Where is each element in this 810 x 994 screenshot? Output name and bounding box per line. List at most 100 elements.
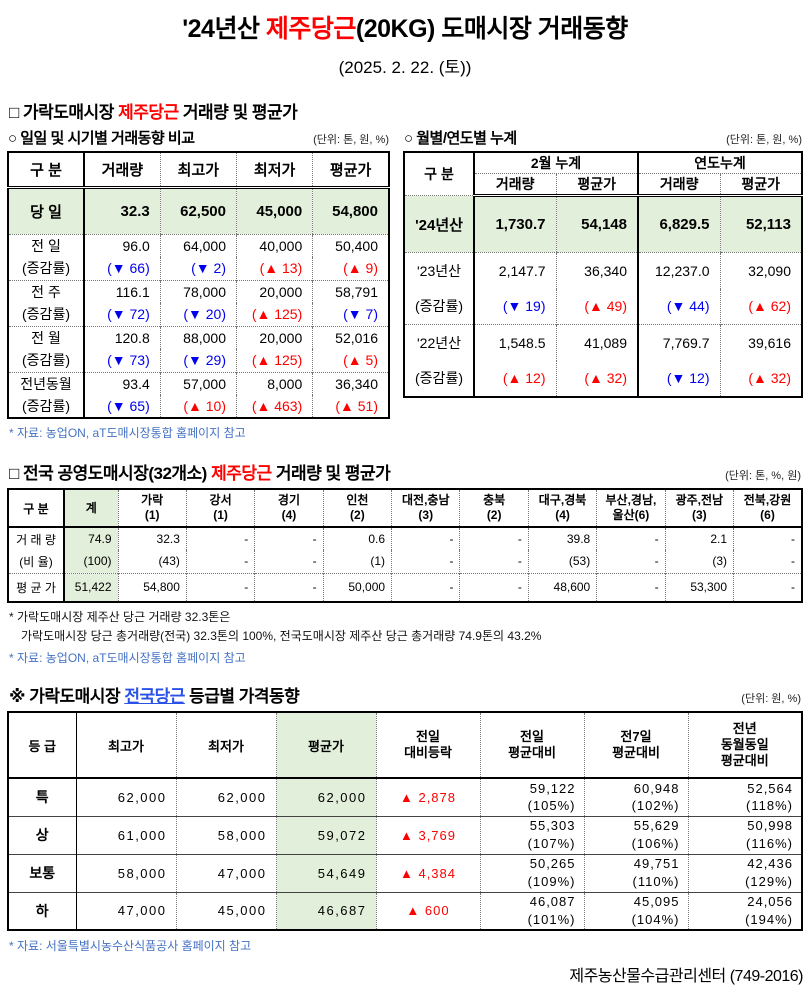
value-cell: 74.9 (63, 527, 118, 550)
row-sublabel: (증감률) (8, 395, 85, 418)
change-cell: (▼ 2) (159, 257, 237, 280)
grade-row-normal: 보통 58,000 47,000 54,649 ▲ 4,384 50,265 (1… (8, 853, 802, 892)
col-group-year-cumulative: 연도누계 (637, 152, 802, 174)
value-cell: - (185, 550, 255, 573)
value-cell: (53) (527, 550, 597, 573)
prev-month-row: 전 월 120.8 88,000 20,000 52,016 (8, 325, 389, 349)
change-cell: (▼ 72) (83, 303, 161, 326)
change-cell: (▲ 13) (235, 257, 313, 280)
row-label: 당 일 (8, 187, 85, 235)
value-cell: 88,000 (159, 325, 237, 349)
section2-heading-pre: □ 전국 공영도매시장(32개소) (9, 464, 212, 483)
value-cell: - (733, 527, 802, 550)
title-highlight: 제주당근 (265, 15, 357, 43)
col-header-prev-year-avg: 전년 동월동일 평균대비 (687, 712, 802, 779)
value-cell: 39,616 (719, 324, 802, 361)
value-cell: 62,500 (159, 187, 237, 235)
pair-value: 50,265 (529, 856, 576, 872)
value-cell: 40,000 (235, 233, 313, 257)
crop-year-22-row: '22년산 1,548.5 41,089 7,769.7 39,616 (404, 324, 802, 361)
grade-row-high: 상 61,000 58,000 59,072 ▲ 3,769 55,303 (10… (8, 815, 802, 854)
value-cell: - (733, 550, 802, 573)
prev-year-avg-cell: 42,436 (129%) (687, 853, 802, 892)
pair-percent: (106%) (631, 836, 680, 851)
section3-heading-link[interactable]: 전국당근 (124, 687, 185, 706)
change-cell: (▲ 12) (473, 360, 556, 397)
change-cell: (▼ 65) (83, 395, 161, 418)
value-cell: 20,000 (235, 279, 313, 303)
value-cell: - (185, 527, 255, 550)
daily-trend-table: 구 분 거래량 최고가 최저가 평균가 당 일 32.3 62,500 45,0… (7, 151, 390, 419)
value-cell: - (459, 527, 529, 550)
col-header-category: 구 분 (8, 489, 65, 528)
value-cell: - (459, 572, 529, 602)
prev-year-avg-cell: 52,564 (118%) (687, 778, 802, 816)
value-cell: 53,300 (664, 572, 734, 602)
value-cell: 50,400 (312, 233, 389, 257)
avg-price-cell: 46,687 (275, 891, 376, 930)
col-header-garak: 가락 (1) (117, 489, 187, 528)
pair-value: 55,303 (529, 818, 576, 834)
value-cell: 32.3 (117, 527, 187, 550)
ratio-row: (비 율) (100) (43) - - (1) - - (53) - (3) … (8, 550, 802, 573)
value-cell: - (459, 550, 529, 573)
prev-year-avg-cell: 24,056 (194%) (687, 891, 802, 930)
pair-value: 42,436 (747, 856, 793, 872)
value-cell: 1,548.5 (473, 324, 556, 361)
value-cell: 116.1 (83, 279, 161, 303)
col-header-daejeon-chungnam: 대전,충남 (3) (391, 489, 460, 528)
grade-row-low: 하 47,000 45,000 46,687 ▲ 600 46,087 (101%… (8, 891, 802, 930)
prev-month-change-row: (증감률) (▼ 73) (▼ 29) (▲ 125) (▲ 5) (8, 349, 389, 372)
value-cell: 54,148 (555, 195, 638, 253)
prev-week-change-row: (증감률) (▼ 72) (▼ 20) (▲ 125) (▼ 7) (8, 303, 389, 326)
prev-year-avg-cell: 50,998 (116%) (687, 815, 802, 854)
row-label: 전년동월 (8, 371, 85, 395)
value-cell: 7,769.7 (637, 324, 720, 361)
col-header-grade: 등 급 (8, 712, 77, 779)
section1-heading-pre: □ 가락도매시장 (9, 103, 119, 122)
value-cell: - (254, 572, 324, 602)
change-cell: (▲ 463) (235, 395, 313, 418)
value-cell: 57,000 (159, 371, 237, 395)
value-cell: 12,237.0 (637, 252, 720, 289)
value-cell: - (391, 527, 460, 550)
crop-year-23-row: '23년산 2,147.7 36,340 12,237.0 32,090 (404, 252, 802, 289)
col-header-total: 계 (63, 489, 118, 528)
prev-day-avg-cell: 46,087 (101%) (479, 891, 584, 930)
prev-day-avg-cell: 55,303 (107%) (479, 815, 584, 854)
day-change-cell: ▲ 4,384 (375, 853, 480, 892)
title-prefix: '24년산 (182, 15, 266, 43)
col-header-chungbuk: 충북 (2) (459, 489, 529, 528)
prev-day-avg-cell: 50,265 (109%) (479, 853, 584, 892)
avg-price-cell: 59,072 (275, 815, 376, 854)
value-cell: 41,089 (555, 324, 638, 361)
change-cell: (▲ 9) (312, 257, 389, 280)
pair-percent: (107%) (527, 836, 576, 851)
pair-value: 60,948 (633, 780, 680, 796)
row-label: 전 일 (8, 233, 85, 257)
row-sublabel: (증감률) (8, 257, 85, 280)
value-cell: 120.8 (83, 325, 161, 349)
col-header-avg: 평균가 (555, 173, 638, 197)
low-price-cell: 62,000 (175, 778, 276, 816)
page-footer: * 자료: 서울특별시농수산식품공사 홈페이지 참고 제주농산물수급관리센터 (… (7, 937, 804, 986)
pair-percent: (109%) (527, 874, 576, 889)
pair-value: 52,564 (747, 780, 793, 796)
cumulative-table: 구 분 2월 누계 연도누계 거래량 평균가 거래량 평균가 '24년산 1,7… (403, 151, 803, 398)
value-cell: 48,600 (527, 572, 597, 602)
col-header-category: 구 분 (404, 152, 475, 196)
value-cell: - (254, 527, 324, 550)
pair-value: 55,629 (633, 818, 680, 834)
pair-value: 46,087 (529, 894, 576, 910)
page-title: '24년산 제주당근(20KG) 도매시장 거래동향 (7, 9, 803, 45)
grade-label: 하 (8, 891, 77, 930)
pair-percent: (194%) (745, 911, 793, 927)
row-sublabel: (증감률) (8, 349, 85, 372)
crop-year-22-change-row: (증감률) (▲ 12) (▲ 32) (▼ 12) (▲ 32) (404, 360, 802, 397)
section2-note-line2: 가락도매시장 당근 총거래량(전국) 32.3톤의 100%, 전국도매시장 제… (21, 629, 542, 643)
value-cell: - (185, 572, 255, 602)
value-cell: 93.4 (83, 371, 161, 395)
prev-year-row: 전년동월 93.4 57,000 8,000 36,340 (8, 371, 389, 395)
low-price-cell: 47,000 (175, 853, 276, 892)
value-cell: - (254, 550, 324, 573)
